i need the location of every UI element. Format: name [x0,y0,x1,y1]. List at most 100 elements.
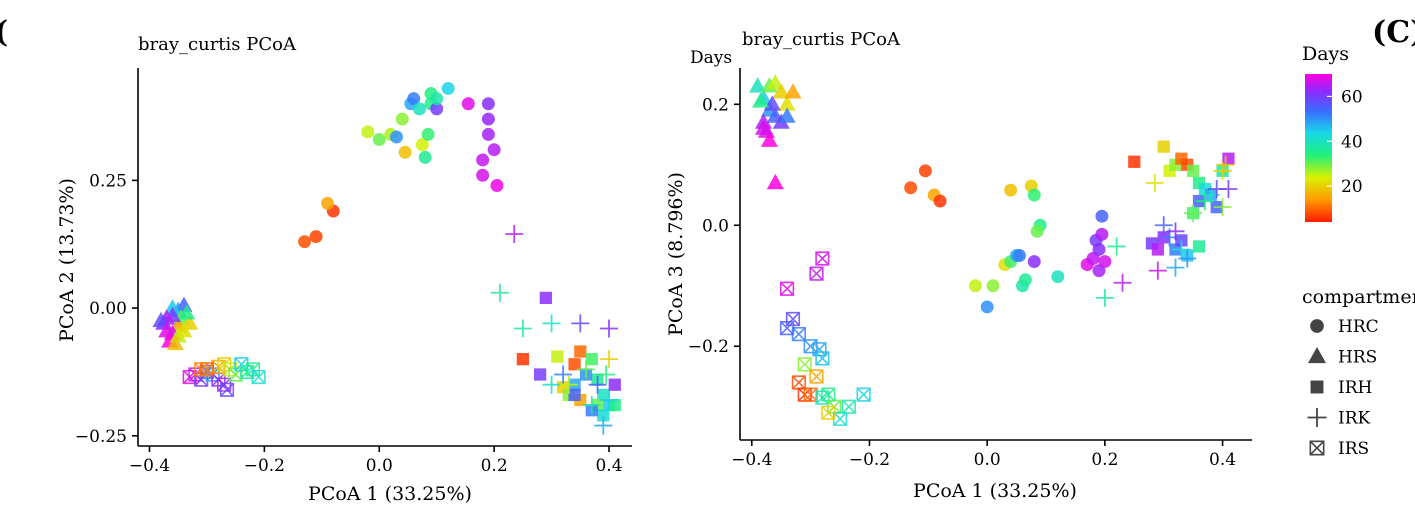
data-point-hrc [298,235,312,249]
plot-title-left: bray_curtis PCoA [138,34,297,55]
data-point-hrc [1095,209,1109,223]
data-point-hrc [476,168,490,182]
x-tick-label: 0.4 [595,456,622,476]
data-point-irk [559,375,578,394]
data-point-irh [568,358,581,371]
legend-label-irk: IRK [1338,409,1371,429]
y-tick-label: 0.2 [702,95,729,115]
data-point-hrc [441,81,455,95]
y-axis-title-left: PCoA 2 (13.73%) [56,178,78,342]
data-point-irk [600,319,619,338]
data-point-hrs [778,95,796,111]
data-point-irh [608,399,621,412]
data-point-hrc [407,92,421,106]
panel-label-c: (C) [1372,15,1415,50]
data-point-irs [779,320,795,336]
data-point-irs [194,362,209,377]
legend-square-x-icon [1309,440,1325,456]
data-point-irk [1184,204,1203,223]
data-point-irk [1145,173,1164,192]
shape-legend: HRC HRS IRH IRK IRS [1307,317,1379,459]
points-right [749,74,1238,426]
x-tick-label: 0.0 [366,456,393,476]
data-point-hrc [372,133,386,146]
data-point-irh [1151,243,1164,256]
legend-circle-icon [1310,319,1324,333]
data-point-hrc [490,179,504,192]
data-point-irh [539,291,552,304]
plot-pc1-pc3: bray_curtis PCoA Days −0.4 −0.2 0.0 0.2 0.4−… [665,29,1252,502]
data-point-hrs [749,77,767,93]
data-point-hrc [980,300,994,314]
y-tick-label: 0.25 [89,171,127,191]
x-tick-label: 0.2 [1091,450,1118,470]
x-tick-label: −0.4 [129,456,170,476]
data-point-irs [841,399,856,414]
data-point-irk [513,319,532,338]
data-point-hrs [766,74,784,90]
data-point-irk [594,416,613,435]
data-point-hrc [390,130,403,144]
data-point-irh [597,388,610,402]
data-point-irs [803,339,818,354]
data-point-hrc [933,194,947,208]
data-point-irh [574,345,587,358]
panel-label-partial: ( [0,15,8,50]
data-point-irk [505,225,524,244]
data-point-hrc [986,279,1000,293]
data-point-hrs [166,334,184,351]
data-point-hrc [1027,255,1041,269]
x-tick-label: −0.2 [849,450,890,470]
data-point-irk [542,375,561,394]
data-point-irk [1095,288,1114,307]
data-point-hrs [152,311,170,328]
data-point-hrs [760,131,778,147]
data-point-irs [797,357,812,372]
y-tick-label: −0.25 [75,427,127,447]
data-point-irk [597,365,616,384]
data-point-hrc [481,112,495,126]
data-point-irs [803,387,818,402]
data-point-irs [809,369,824,384]
plot-title-right: bray_curtis PCoA [742,29,901,50]
data-point-hrc [487,143,501,157]
colorbar-title: Days [1302,43,1349,65]
data-point-irk [542,314,561,333]
y-tick-label: 0.00 [89,299,127,319]
data-point-hrc [918,164,932,178]
data-point-hrc [1030,224,1044,238]
colorbar [1305,74,1332,222]
legend: Days 60 40 20 compartment HRC HRS IRH IRK IRS [1302,43,1415,459]
data-point-hrc [421,127,435,141]
data-point-irk [588,375,607,394]
data-point-irh [1157,140,1170,153]
data-point-irk [600,391,619,410]
data-point-hrc [476,153,490,167]
data-point-irh [1192,240,1206,253]
data-point-irk [577,360,596,379]
data-point-irk [571,314,590,333]
data-point-hrc [1018,273,1032,287]
data-point-irk [1166,222,1185,241]
data-point-hrc [430,92,444,106]
colorbar-tick-label: 20 [1341,177,1363,197]
data-point-hrc [904,181,918,195]
data-point-hrs [754,119,773,135]
data-point-irs [791,375,806,390]
data-point-irk [1166,258,1185,277]
data-point-irs [219,382,235,397]
ticks-right: −0.4 −0.2 0.0 0.2 0.4 −0.2 0.0 0.2 [688,95,1236,470]
x-tick-label: 0.4 [1209,450,1236,470]
legend-triangle-icon [1307,347,1327,364]
data-point-irk [1113,273,1132,292]
data-point-irs [809,266,824,281]
data-point-hrc [430,102,444,116]
data-point-hrs [178,304,196,320]
data-point-irs [779,281,795,296]
data-point-hrc [1051,270,1065,284]
data-point-hrc [1013,249,1027,262]
data-point-hrc [1095,227,1109,241]
legend-label-hrc: HRC [1338,317,1379,337]
data-point-hrs [784,83,802,99]
